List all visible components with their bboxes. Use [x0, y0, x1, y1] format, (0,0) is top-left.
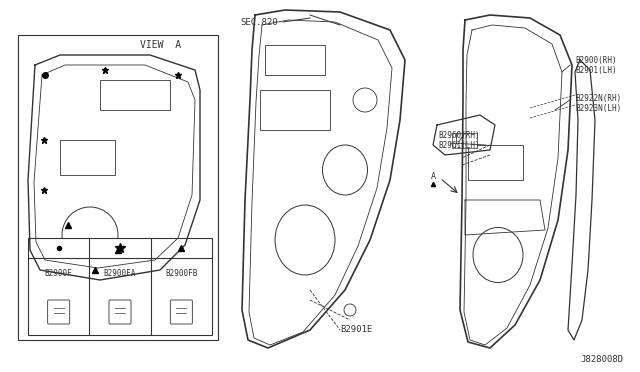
Text: VIEW  A: VIEW A: [140, 40, 181, 50]
Ellipse shape: [323, 145, 367, 195]
Text: B2922N(RH): B2922N(RH): [575, 93, 621, 103]
FancyBboxPatch shape: [109, 300, 131, 324]
Text: B2900(RH): B2900(RH): [575, 55, 616, 64]
Ellipse shape: [473, 228, 523, 282]
Text: J828008D: J828008D: [580, 356, 623, 365]
Bar: [260, 90, 330, 130]
Circle shape: [353, 88, 377, 112]
Text: B2923N(LH): B2923N(LH): [575, 103, 621, 112]
Text: A: A: [431, 171, 435, 180]
Text: B2961(LH): B2961(LH): [438, 141, 479, 150]
Bar: [18, 35, 218, 340]
Text: B2900FA: B2900FA: [104, 269, 136, 278]
Text: B2901E: B2901E: [340, 326, 372, 334]
Bar: [28, 238, 212, 335]
Text: B2900FB: B2900FB: [165, 269, 198, 278]
Ellipse shape: [275, 205, 335, 275]
Bar: [468, 145, 523, 180]
Text: B2901(LH): B2901(LH): [575, 65, 616, 74]
Circle shape: [62, 207, 118, 263]
Bar: [452, 133, 477, 148]
Text: SEC.820: SEC.820: [240, 17, 278, 26]
FancyBboxPatch shape: [170, 300, 193, 324]
Text: B2900F: B2900F: [45, 269, 72, 278]
Circle shape: [344, 304, 356, 316]
Bar: [100, 80, 170, 110]
Bar: [60, 140, 115, 175]
FancyBboxPatch shape: [47, 300, 70, 324]
Bar: [265, 45, 325, 75]
Text: B2960(RH): B2960(RH): [438, 131, 479, 140]
